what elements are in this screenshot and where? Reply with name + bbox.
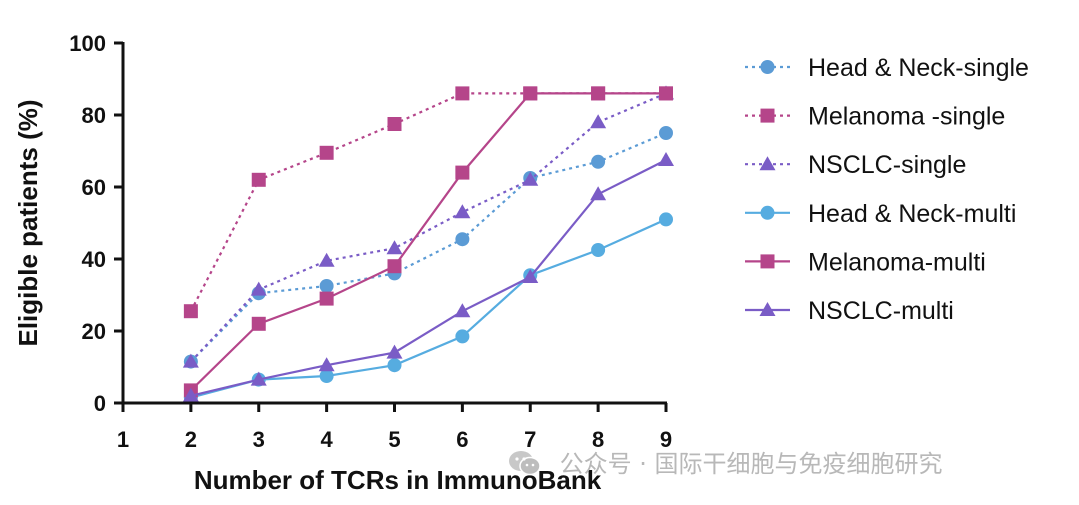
data-point: [590, 114, 607, 129]
data-point: [386, 344, 403, 359]
x-tick-label: 9: [660, 427, 672, 452]
x-tick-label: 7: [524, 427, 536, 452]
data-point: [659, 126, 673, 140]
x-tick-label: 3: [253, 427, 265, 452]
data-point: [182, 387, 199, 402]
data-point: [522, 269, 539, 283]
x-tick-label: 6: [456, 427, 468, 452]
series-line: [190, 92, 667, 363]
plot-area: [182, 85, 674, 405]
y-tick-label: 100: [69, 31, 106, 56]
data-point: [455, 165, 470, 180]
legend-label: NSCLC-single: [808, 151, 966, 179]
series-line: [190, 92, 666, 392]
data-point: [319, 369, 334, 383]
legend-label: Head & Neck-multi: [808, 200, 1016, 228]
data-point: [318, 252, 335, 267]
data-point: [590, 186, 607, 201]
y-tick-label: 40: [82, 247, 106, 272]
y-tick-label: 0: [94, 391, 106, 416]
data-point: [251, 172, 266, 187]
series-line: [190, 131, 667, 363]
data-point: [454, 204, 471, 219]
data-point: [250, 371, 267, 386]
legend-marker: [760, 108, 775, 123]
series-line: [190, 218, 667, 399]
data-point: [387, 259, 402, 274]
series-line: [190, 159, 667, 397]
data-point: [319, 145, 334, 160]
data-point: [591, 243, 606, 257]
y-axis-title: Eligible patients (%): [13, 99, 43, 346]
watermark-text: 公众号 · 国际干细胞与免疫细胞研究: [559, 450, 943, 478]
y-tick-label: 20: [82, 319, 106, 344]
x-tick-label: 8: [592, 427, 604, 452]
x-tick-label: 2: [185, 427, 197, 452]
data-point: [182, 353, 199, 368]
y-tick-label: 80: [82, 103, 106, 128]
x-tick-label: 1: [117, 427, 129, 452]
legend-entry: Head & Neck-multi: [745, 200, 1016, 228]
x-tick-label: 5: [388, 427, 400, 452]
legend-marker: [759, 302, 776, 316]
wechat-icon: [509, 451, 541, 476]
y-tick-label: 60: [82, 175, 106, 200]
x-tick-label: 4: [321, 427, 334, 452]
legend-marker: [760, 205, 775, 220]
legend-entry: NSCLC-multi: [745, 297, 954, 325]
legend-entry: Head & Neck-single: [745, 54, 1029, 82]
data-point: [455, 329, 470, 344]
data-point: [659, 86, 673, 101]
legend-label: Melanoma-multi: [808, 248, 986, 276]
series-line: [189, 92, 666, 312]
data-point: [658, 152, 674, 166]
data-point: [591, 154, 606, 169]
data-point: [387, 358, 402, 373]
legend-entry: NSCLC-single: [745, 151, 966, 179]
data-point: [591, 86, 606, 101]
data-point: [455, 86, 470, 101]
data-point: [251, 316, 266, 331]
data-point: [183, 304, 198, 319]
data-point: [386, 240, 403, 255]
legend-label: NSCLC-multi: [808, 297, 954, 325]
legend-marker: [760, 60, 775, 74]
legend-marker: [760, 254, 775, 269]
legend-entry: Melanoma -single: [745, 103, 1005, 131]
legend-label: Melanoma -single: [808, 103, 1005, 131]
data-point: [659, 212, 673, 227]
data-point: [387, 117, 402, 131]
data-point: [318, 357, 335, 372]
data-point: [455, 232, 470, 247]
legend: Head & Neck-single Melanoma -single NSCLC-…: [745, 54, 1029, 325]
data-point: [250, 281, 267, 296]
data-point: [319, 279, 334, 293]
data-point: [454, 303, 471, 318]
legend-entry: Melanoma-multi: [745, 248, 986, 276]
data-point: [523, 86, 538, 101]
watermark: 公众号 · 国际干细胞与免疫细胞研究: [508, 444, 943, 479]
legend-label: Head & Neck-single: [808, 54, 1029, 82]
data-point: [319, 291, 334, 306]
series-6: [182, 152, 674, 402]
data-point: [522, 171, 539, 186]
series-5: [183, 86, 673, 398]
legend-marker: [759, 156, 776, 171]
